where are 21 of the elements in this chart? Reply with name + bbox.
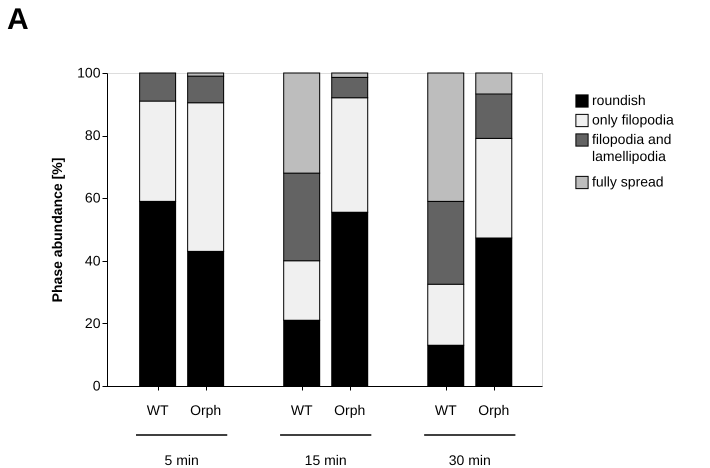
y-tick-label: 80 [84,127,101,144]
legend-label: roundish [592,92,646,108]
y-tick-label: 0 [92,378,101,394]
x-tick-label: WT [434,402,458,418]
chart-title: A [7,3,29,36]
x-tick-label: Orph [334,402,366,418]
text: 30 min [448,452,491,468]
legend-label: only filopodia [592,112,674,128]
x-tick-label: Orph [190,402,222,418]
text: 5 min [164,452,199,468]
text: 15 min [304,452,347,468]
x-tick-label: Orph [478,402,510,418]
x-tick-label: WT [290,402,314,418]
x-tick-label: WT [146,402,169,418]
y-axis-title: Phase abundance [%] [49,158,66,302]
y-tick-label: 60 [84,190,101,206]
legend-label: filopodia and lamellipodia [592,131,672,164]
legend-label: fully spread [592,174,664,190]
y-tick-label: 40 [84,252,101,268]
y-tick-label: 100 [77,64,101,80]
y-tick-label: 20 [84,314,101,331]
